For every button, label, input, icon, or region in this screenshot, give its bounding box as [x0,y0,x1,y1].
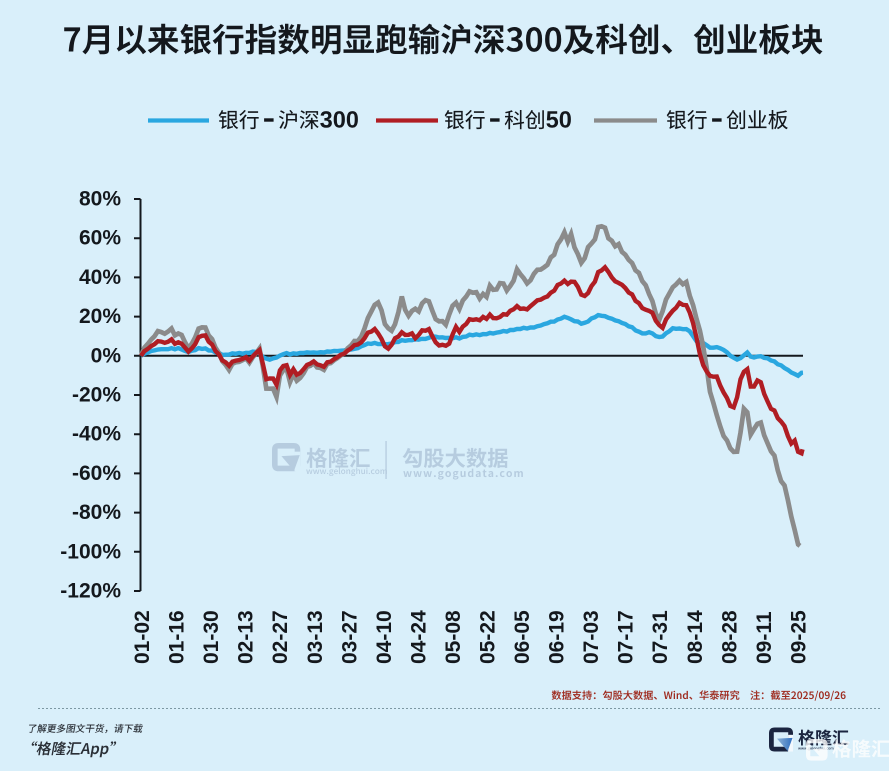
svg-text:01-02: 01-02 [131,610,154,664]
svg-text:07-31: 07-31 [649,610,672,664]
svg-text:04-10: 04-10 [373,610,396,664]
svg-text:03-27: 03-27 [338,610,361,664]
svg-text:05-22: 05-22 [477,610,500,664]
svg-text:-100%: -100% [60,540,121,563]
svg-text:07-03: 07-03 [580,610,603,664]
svg-text:0%: 0% [91,344,122,367]
svg-text:08-14: 08-14 [684,610,707,664]
svg-text:09-11: 09-11 [753,611,776,664]
svg-text:07-17: 07-17 [615,610,638,664]
svg-text:08-28: 08-28 [718,610,741,664]
svg-text:60%: 60% [79,227,121,250]
svg-text:02-27: 02-27 [269,610,292,664]
svg-text:-120%: -120% [60,580,121,603]
svg-text:04-24: 04-24 [407,610,430,664]
svg-text:03-13: 03-13 [304,610,327,664]
svg-text:05-08: 05-08 [442,610,465,664]
svg-text:06-05: 06-05 [511,610,534,664]
svg-text:09-25: 09-25 [787,610,810,664]
svg-text:01-30: 01-30 [200,610,223,664]
svg-text:-40%: -40% [72,423,121,446]
svg-text:-80%: -80% [72,501,121,524]
svg-text:80%: 80% [79,188,121,211]
svg-text:-60%: -60% [72,462,121,485]
svg-text:-20%: -20% [72,384,121,407]
svg-text:02-13: 02-13 [235,610,258,664]
svg-text:20%: 20% [79,305,121,328]
svg-text:40%: 40% [79,266,121,289]
svg-text:01-16: 01-16 [166,610,189,664]
svg-text:06-19: 06-19 [546,610,569,664]
